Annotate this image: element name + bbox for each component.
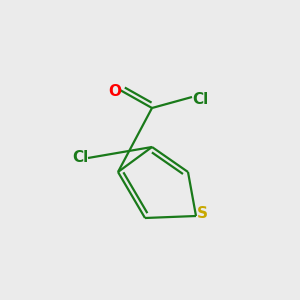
- Text: Cl: Cl: [72, 151, 88, 166]
- Text: Cl: Cl: [192, 92, 208, 106]
- Text: O: O: [109, 85, 122, 100]
- Text: S: S: [196, 206, 208, 221]
